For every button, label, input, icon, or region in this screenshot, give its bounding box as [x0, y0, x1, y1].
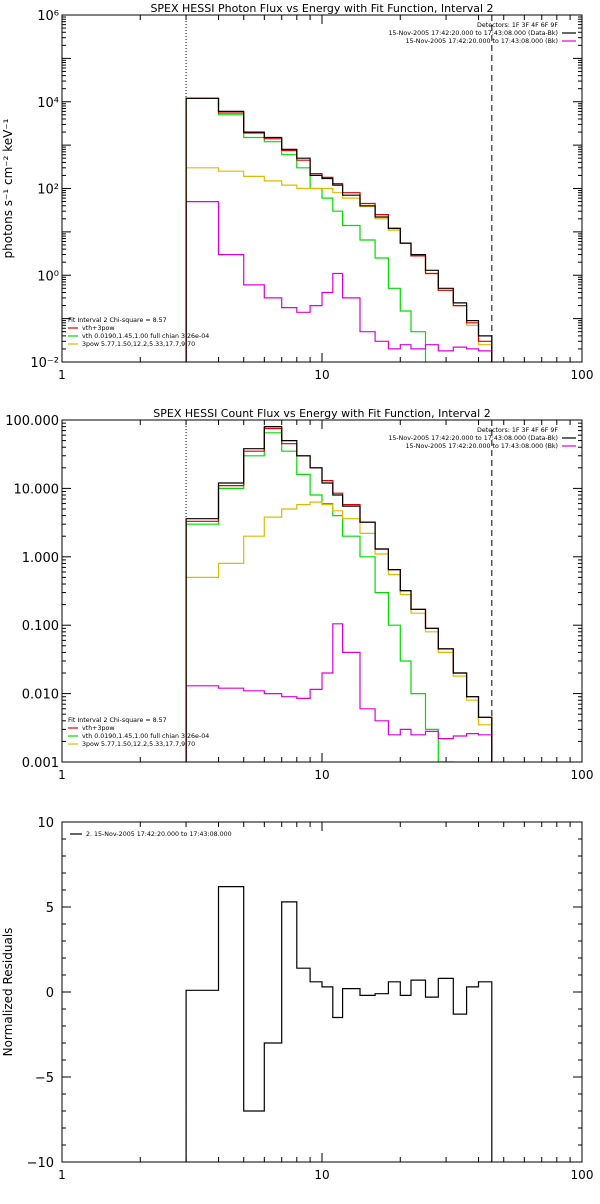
legend-entry: 15-Nov-2005 17:42:20.000 to 17:43:08.000…	[405, 443, 558, 450]
y-tick-label: 100.000	[5, 414, 59, 429]
y-tick-label: 10⁴	[37, 96, 59, 111]
y-tick-label: 0	[46, 986, 54, 1001]
legend-entry: vth+3pow	[82, 725, 114, 732]
legend: 2. 15-Nov-2005 17:42:20.000 to 17:43:08.…	[70, 831, 232, 838]
y-tick-label: 0.100	[22, 619, 59, 634]
y-tick-label: 10²	[37, 183, 59, 198]
chart-panel-2: SPEX HESSI Count Flux vs Energy with Fit…	[5, 407, 594, 782]
y-tick-label: 10	[37, 816, 54, 831]
y-tick-label: 10⁰	[37, 269, 59, 284]
series-magenta-line	[185, 201, 493, 362]
y-tick-label: 10.000	[14, 482, 60, 497]
legend-entry: 2. 15-Nov-2005 17:42:20.000 to 17:43:08.…	[86, 831, 232, 838]
x-tick-label: 1	[58, 368, 66, 382]
x-tick-label: 100	[571, 1168, 594, 1182]
x-tick-label: 10	[314, 1168, 329, 1182]
chart-panel-1: SPEX HESSI Photon Flux vs Energy with Fi…	[1, 2, 594, 382]
series-green-line	[185, 97, 427, 362]
y-tick-label: 0.001	[22, 756, 59, 771]
chart-panel-3: Normalized Residuals 1 10 100 −10 −5 0 5 10 2. 15…	[1, 816, 593, 1182]
series-magenta-line	[185, 623, 493, 762]
legend-entry: 15-Nov-2005 17:42:20.000 to 17:43:08.000…	[405, 38, 558, 45]
series-black-line	[185, 886, 493, 1162]
series-orange-line	[185, 167, 493, 362]
y-axis-label: photons s⁻¹ cm⁻² keV⁻¹	[1, 118, 15, 258]
legend-entry: Detectors: 1F 3F 4F 6F 9F	[477, 427, 558, 434]
legend-entry: 3pow 5.77,1.50,12.2,5.33,17.7,9.70	[82, 741, 195, 748]
series-black-line	[185, 97, 493, 362]
legend-bottom-left: Fit Interval 2 Chi-square = 8.57vth+3pow…	[68, 317, 209, 348]
y-tick-label: 10⁻²	[30, 356, 59, 371]
legend-entry: 3pow 5.77,1.50,12.2,5.33,17.7,9.70	[82, 341, 195, 348]
legend-entry: vth+3pow	[82, 325, 114, 332]
chart-title: SPEX HESSI Count Flux vs Energy with Fit…	[153, 407, 490, 420]
legend-bottom-left: Fit Interval 2 Chi-square = 8.57vth+3pow…	[68, 717, 209, 748]
series-red-line	[185, 427, 493, 762]
y-tick-label: 10⁶	[37, 9, 59, 24]
series-red-line	[185, 97, 493, 362]
legend-entry: Detectors: 1F 3F 4F 6F 9F	[477, 22, 558, 29]
plot-frame	[61, 821, 583, 1163]
y-axis-label: Normalized Residuals	[1, 928, 15, 1057]
legend-entry: 15-Nov-2005 17:42:20.000 to 17:43:08.000…	[388, 30, 558, 37]
y-tick-label: 5	[46, 901, 54, 916]
legend-entry: Fit Interval 2 Chi-square = 8.57	[68, 717, 167, 724]
x-tick-label: 1	[58, 1168, 66, 1182]
plot-frame	[61, 419, 583, 763]
y-tick-label: 1.000	[22, 551, 59, 566]
legend-entry: Fit Interval 2 Chi-square = 8.57	[68, 317, 167, 324]
x-tick-label: 10	[314, 768, 329, 782]
series-orange-line	[185, 501, 493, 762]
y-tick-label: −10	[27, 1156, 54, 1171]
x-tick-label: 10	[314, 368, 329, 382]
legend-entry: 15-Nov-2005 17:42:20.000 to 17:43:08.000…	[388, 435, 558, 442]
series-black-line	[185, 426, 493, 762]
y-tick-label: −5	[35, 1071, 54, 1086]
legend-entry: vth 0.0190,1.45,1.00 full chian 3.26e-04	[82, 733, 209, 740]
x-tick-label: 100	[571, 768, 594, 782]
chart-title: SPEX HESSI Photon Flux vs Energy with Fi…	[150, 2, 493, 15]
x-tick-label: 1	[58, 768, 66, 782]
x-tick-label: 100	[571, 368, 594, 382]
y-tick-label: 0.010	[22, 688, 59, 703]
legend-entry: vth 0.0190,1.45,1.00 full chian 3.26e-04	[82, 333, 209, 340]
plot-frame	[61, 14, 583, 363]
